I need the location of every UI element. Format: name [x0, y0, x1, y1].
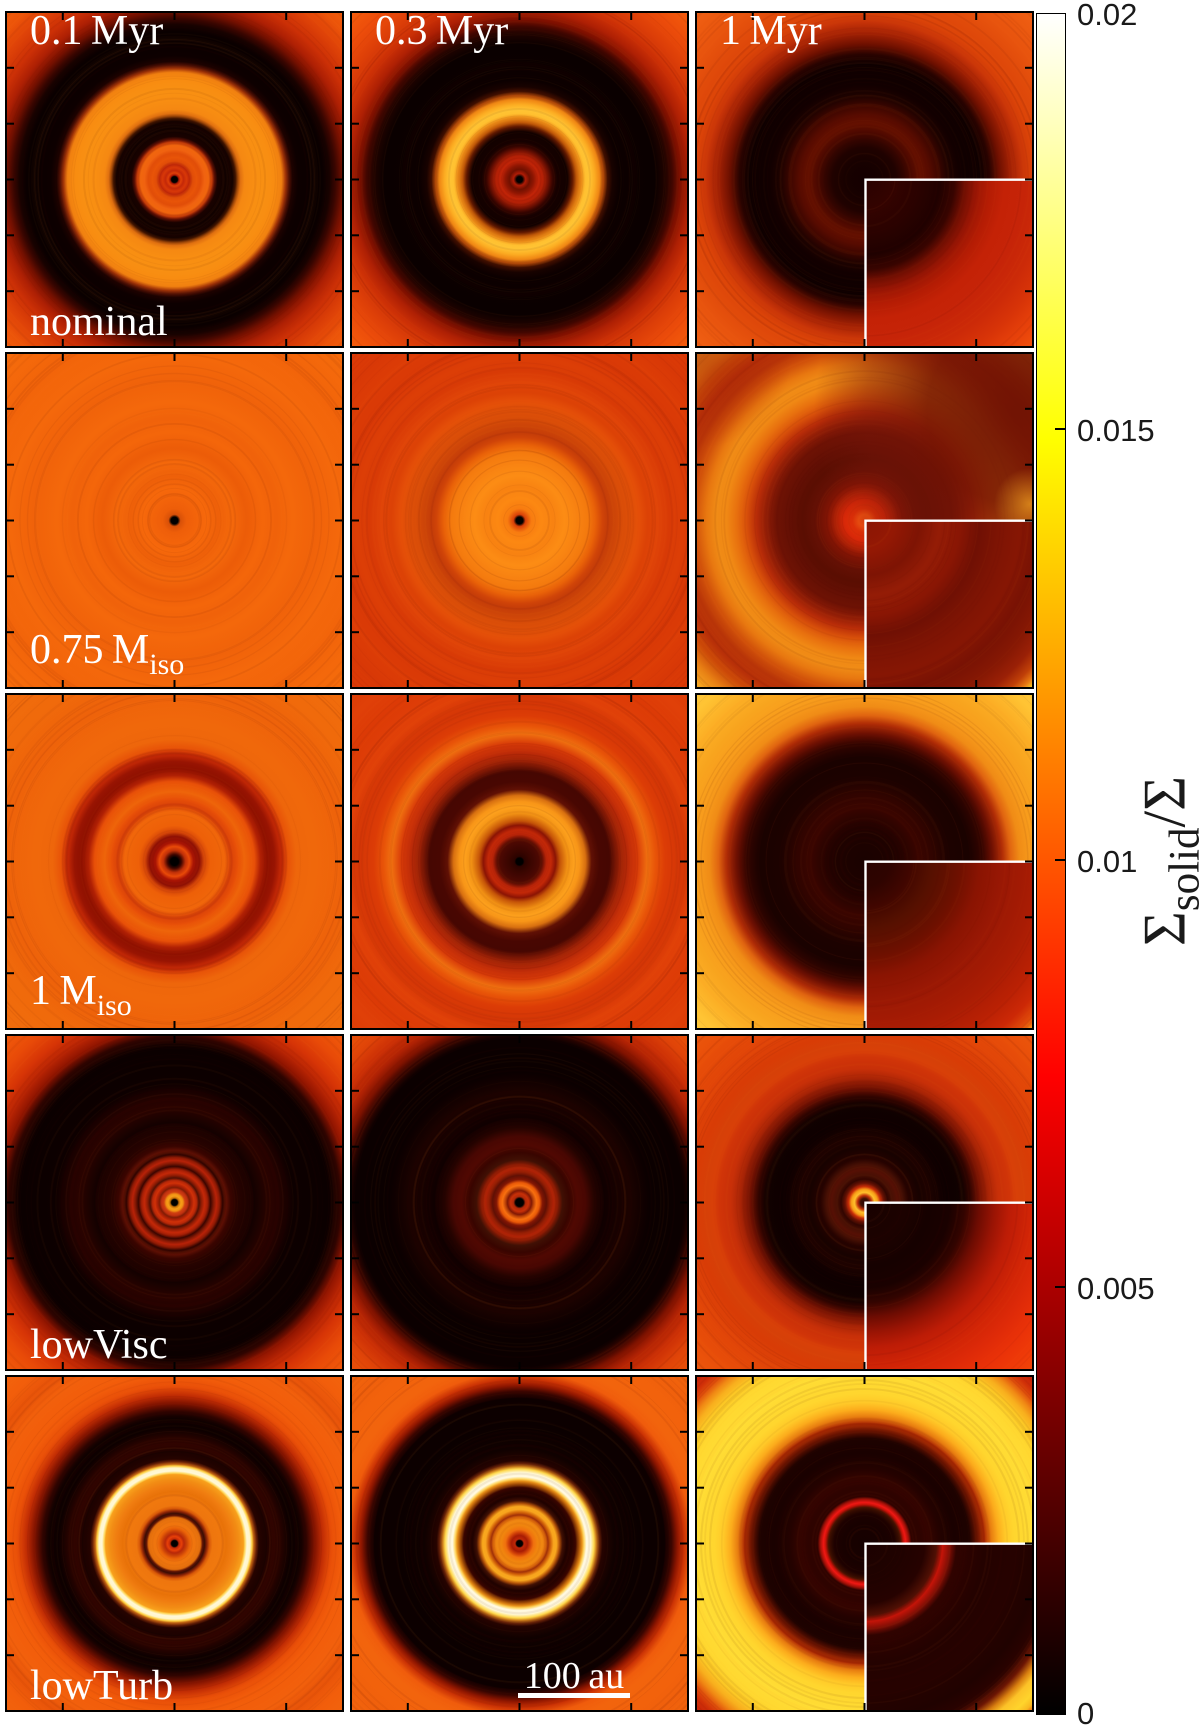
svg-text:nominal: nominal — [30, 299, 168, 345]
svg-text:100 au: 100 au — [524, 1655, 624, 1697]
svg-text:lowTurb: lowTurb — [30, 1663, 173, 1709]
svg-text:lowVisc: lowVisc — [30, 1322, 167, 1368]
svg-text:1 Myr: 1 Myr — [720, 11, 822, 54]
svg-text:0.1 Myr: 0.1 Myr — [30, 11, 163, 54]
svg-text:0.3 Myr: 0.3 Myr — [375, 11, 508, 54]
